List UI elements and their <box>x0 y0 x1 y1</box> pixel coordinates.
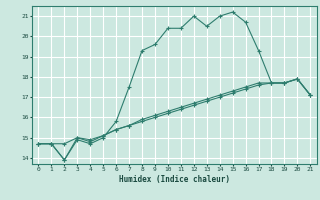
X-axis label: Humidex (Indice chaleur): Humidex (Indice chaleur) <box>119 175 230 184</box>
